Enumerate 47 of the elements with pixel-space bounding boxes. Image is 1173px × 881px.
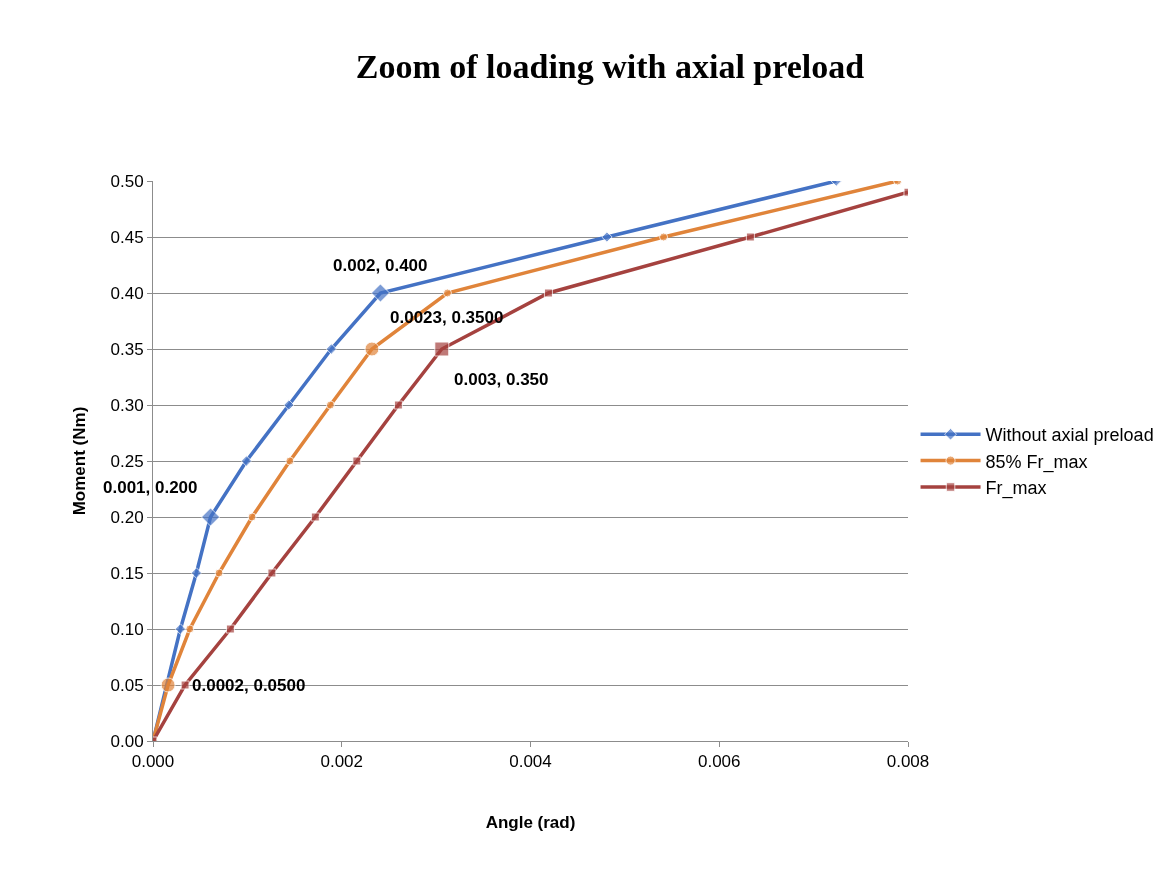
x-tick-label: 0.006 (697, 752, 741, 772)
point (659, 232, 669, 242)
point (745, 232, 755, 242)
y-tick-label: 0.15 (110, 563, 144, 583)
x-tick-label: 0.002 (320, 752, 364, 772)
annotation: 0.003, 0.350 (454, 370, 549, 389)
y-tick-label: 0.35 (110, 339, 144, 359)
point (543, 288, 553, 298)
y-tick-label: 0.30 (110, 395, 144, 415)
x-tick-label: 0.000 (131, 752, 175, 772)
point (393, 400, 403, 410)
y-axis-title: Moment (Nm) (70, 406, 90, 516)
x-tick-label: 0.008 (886, 752, 930, 772)
point (442, 288, 452, 298)
point (185, 624, 195, 634)
y-tick-label: 0.40 (110, 283, 144, 303)
y-tick-label: 0.10 (110, 619, 144, 639)
x-tick-label: 0.004 (509, 752, 552, 772)
y-tick-label: 0.25 (110, 451, 144, 471)
point (180, 680, 190, 690)
point (285, 456, 295, 466)
legend-label: 85% Fr_max (985, 451, 1088, 473)
point (283, 399, 295, 411)
y-tick-label: 0.05 (110, 675, 144, 695)
annotation: 0.0002, 0.0500 (192, 676, 306, 695)
point (190, 567, 203, 579)
y-tick-label: 0.45 (110, 227, 144, 247)
point (267, 568, 277, 578)
point (174, 623, 187, 635)
annotation: 0.002, 0.400 (333, 256, 428, 275)
legend-label: Without axial preload (985, 425, 1154, 446)
x-axis-title: Angle (rad) (485, 812, 576, 832)
point (325, 400, 335, 410)
chart-title: Zoom of loading with axial preload (355, 47, 865, 85)
point (601, 231, 613, 243)
point (352, 456, 362, 466)
point (214, 568, 224, 578)
legend-label: Fr_max (985, 478, 1047, 500)
y-tick-label: 0.20 (110, 507, 144, 527)
point (240, 455, 253, 467)
y-tick-label: 0.00 (110, 731, 144, 751)
point (325, 343, 338, 355)
point (310, 512, 320, 522)
annotation: 0.001, 0.200 (103, 478, 198, 497)
point (225, 624, 235, 634)
point (247, 512, 257, 522)
y-tick-label: 0.50 (110, 171, 144, 191)
